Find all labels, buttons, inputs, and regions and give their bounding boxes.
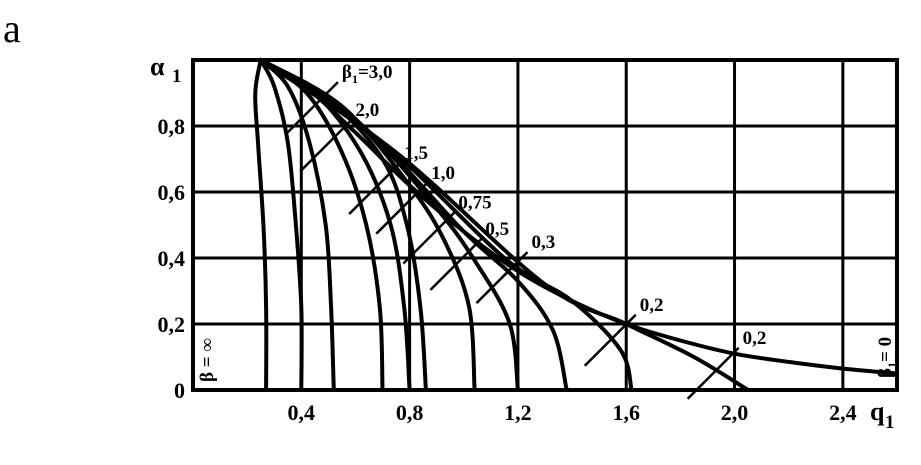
curve-label-6: 0,3 bbox=[531, 232, 555, 253]
beta-infinity-label: β = ∞ bbox=[197, 338, 218, 382]
envelope-curve bbox=[258, 58, 899, 376]
series-curve-9 bbox=[258, 58, 634, 392]
x-tick-label: 2,4 bbox=[829, 400, 857, 425]
series-curve-8 bbox=[258, 58, 569, 392]
panel-label: a bbox=[3, 6, 21, 51]
curve-label-4: 0,75 bbox=[458, 193, 491, 214]
beta-zero-label: β1= 0 bbox=[875, 337, 899, 378]
leader-line-0 bbox=[286, 81, 339, 135]
curve-label-3: 1,0 bbox=[431, 163, 455, 184]
plot-frame bbox=[191, 58, 899, 392]
series-curve-0 bbox=[253, 58, 269, 392]
y-tick-label: 0,4 bbox=[158, 246, 186, 271]
curve-label-8: 0,2 bbox=[743, 328, 767, 349]
y-tick-label: 0,2 bbox=[158, 312, 186, 337]
curve-label-5: 0,5 bbox=[485, 219, 509, 240]
y-axis-label-sub: 1 bbox=[172, 66, 182, 87]
x-tick-label: 2,0 bbox=[721, 400, 749, 425]
series-curve-10 bbox=[258, 58, 751, 392]
y-tick-label: 0,8 bbox=[158, 114, 186, 139]
labels: 0,4 0,8 1,2 1,6 2,0 2,400,20,40,60,8α 1q 1β1=3,… bbox=[150, 52, 899, 433]
x-tick-label: 1,2 bbox=[504, 400, 532, 425]
leader-line-4 bbox=[402, 211, 456, 265]
leader-line-2 bbox=[348, 162, 402, 215]
curve-label-7: 0,2 bbox=[640, 295, 664, 316]
series-curve-1 bbox=[258, 58, 304, 392]
x-axis-label: q bbox=[870, 397, 885, 426]
leader-line-7 bbox=[583, 313, 637, 367]
grid bbox=[191, 58, 899, 392]
leader-line-1 bbox=[299, 119, 353, 172]
curve-label-2: 1,5 bbox=[404, 143, 428, 164]
leader-line-8 bbox=[686, 346, 740, 400]
curves bbox=[253, 58, 899, 392]
leader-line-3 bbox=[375, 181, 429, 235]
x-tick-label: 0,8 bbox=[396, 400, 424, 425]
x-axis-label-sub: 1 bbox=[885, 412, 895, 433]
y-axis-label: α bbox=[150, 52, 165, 81]
x-tick-label: 0,4 bbox=[288, 400, 316, 425]
y-tick-label: 0 bbox=[174, 378, 185, 403]
y-tick-label: 0,6 bbox=[158, 180, 186, 205]
leader-lines bbox=[286, 81, 740, 400]
curve-label-0: β1=3,0 bbox=[342, 62, 393, 86]
leader-line-5 bbox=[429, 238, 483, 291]
series-curve-6 bbox=[258, 58, 477, 392]
curve-label-1: 2,0 bbox=[355, 100, 379, 121]
series-curve-3 bbox=[258, 58, 385, 392]
leader-line-6 bbox=[475, 251, 529, 304]
series-curve-7 bbox=[258, 58, 520, 392]
series-curve-2 bbox=[258, 58, 336, 392]
x-tick-label: 1,6 bbox=[612, 400, 640, 425]
